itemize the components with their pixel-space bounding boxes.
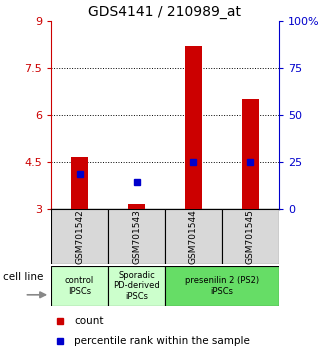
Text: GSM701544: GSM701544 <box>189 209 198 264</box>
Text: GSM701542: GSM701542 <box>75 209 84 264</box>
Text: percentile rank within the sample: percentile rank within the sample <box>74 336 250 346</box>
Bar <box>108 209 165 264</box>
Text: GSM701543: GSM701543 <box>132 209 141 264</box>
Text: GSM701545: GSM701545 <box>246 209 255 264</box>
Bar <box>71 157 88 209</box>
Bar <box>108 266 165 306</box>
Text: presenilin 2 (PS2)
iPSCs: presenilin 2 (PS2) iPSCs <box>185 276 259 296</box>
Text: cell line: cell line <box>3 272 43 282</box>
Bar <box>51 209 108 264</box>
Bar <box>51 266 108 306</box>
Bar <box>165 266 279 306</box>
Bar <box>128 204 145 209</box>
Text: count: count <box>74 316 103 326</box>
Title: GDS4141 / 210989_at: GDS4141 / 210989_at <box>88 5 242 19</box>
Bar <box>165 209 222 264</box>
Bar <box>222 209 279 264</box>
Bar <box>185 46 202 209</box>
Text: Sporadic
PD-derived
iPSCs: Sporadic PD-derived iPSCs <box>113 271 160 301</box>
Bar <box>242 99 259 209</box>
Text: control
IPSCs: control IPSCs <box>65 276 94 296</box>
